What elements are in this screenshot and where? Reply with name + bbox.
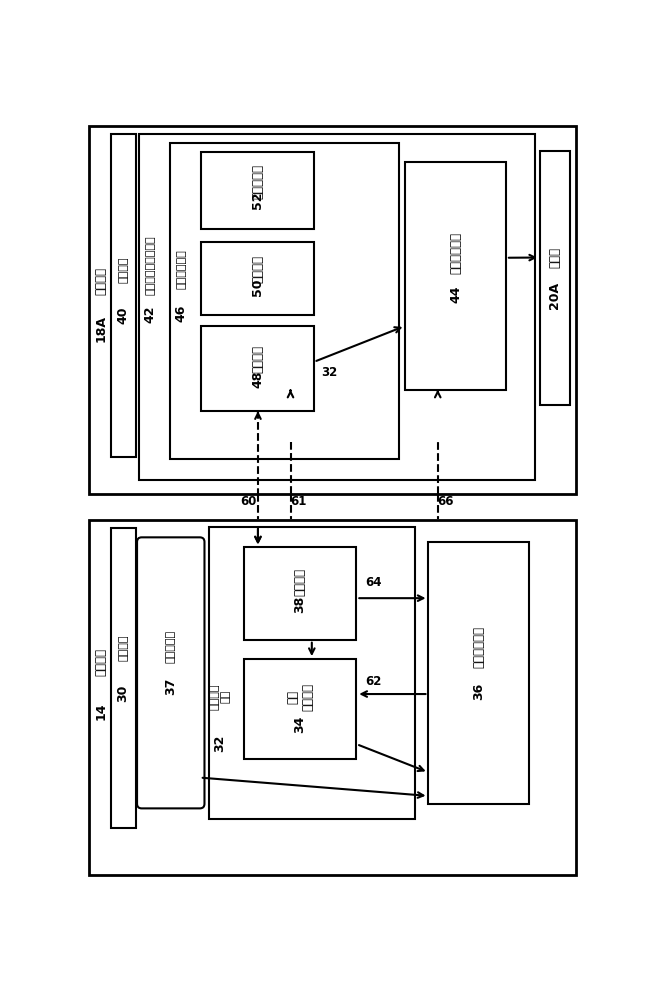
Text: 37: 37 [164, 677, 177, 695]
Bar [111, 528, 135, 828]
Text: 52: 52 [251, 191, 264, 209]
Text: 18A: 18A [95, 315, 108, 342]
FancyBboxPatch shape [137, 537, 205, 808]
Text: 61: 61 [290, 495, 306, 508]
Text: 音频再现引擎: 音频再现引擎 [473, 626, 486, 668]
Text: 44: 44 [449, 285, 462, 303]
Text: 源音频数据: 源音频数据 [166, 630, 176, 663]
Text: 40: 40 [116, 306, 129, 324]
Text: 50: 50 [251, 278, 264, 296]
Text: 32: 32 [321, 366, 337, 379]
Bar [405, 162, 506, 389]
Text: 46: 46 [175, 305, 188, 322]
Text: 控制单元: 控制单元 [118, 635, 128, 661]
Bar [89, 520, 576, 875]
Bar [89, 126, 576, 494]
Text: 位置模块: 位置模块 [251, 345, 264, 373]
Text: 协作式声音系统应用: 协作式声音系统应用 [145, 236, 155, 295]
Bar [202, 326, 314, 411]
Text: 数据收集引擎: 数据收集引擎 [176, 250, 187, 289]
Text: 扬声器模块: 扬声器模块 [251, 164, 264, 199]
Text: 20A: 20A [549, 282, 562, 309]
Bar [170, 143, 399, 459]
Bar [209, 527, 415, 819]
Text: 36: 36 [473, 683, 486, 700]
Text: 电力模块: 电力模块 [251, 255, 264, 283]
Text: 移动装置: 移动装置 [95, 267, 108, 295]
Text: 头端装置: 头端装置 [95, 648, 108, 676]
Text: 电力
分析模块: 电力 分析模块 [286, 683, 314, 711]
Bar [139, 134, 534, 480]
Text: 48: 48 [251, 370, 264, 388]
Text: 30: 30 [116, 685, 129, 702]
Bar [202, 152, 314, 229]
Text: 位置模块: 位置模块 [294, 568, 307, 596]
Text: 66: 66 [437, 495, 454, 508]
Bar [202, 242, 314, 315]
Bar [111, 134, 135, 457]
Text: 32: 32 [213, 734, 226, 752]
Bar [540, 151, 569, 405]
Text: 14: 14 [95, 703, 108, 720]
Text: 42: 42 [144, 305, 157, 323]
Text: 控制单元: 控制单元 [118, 256, 128, 283]
Text: 64: 64 [365, 576, 382, 589]
Bar [244, 659, 356, 759]
Text: 34: 34 [294, 715, 307, 733]
Bar [244, 547, 356, 640]
Text: 38: 38 [294, 596, 307, 613]
Text: 62: 62 [365, 675, 382, 688]
Text: 扬声器: 扬声器 [549, 247, 562, 268]
Text: 音频回放模块: 音频回放模块 [449, 232, 462, 274]
Text: 60: 60 [240, 495, 257, 508]
Bar [428, 542, 529, 804]
Text: 数据检索
引擎: 数据检索 引擎 [209, 683, 231, 710]
